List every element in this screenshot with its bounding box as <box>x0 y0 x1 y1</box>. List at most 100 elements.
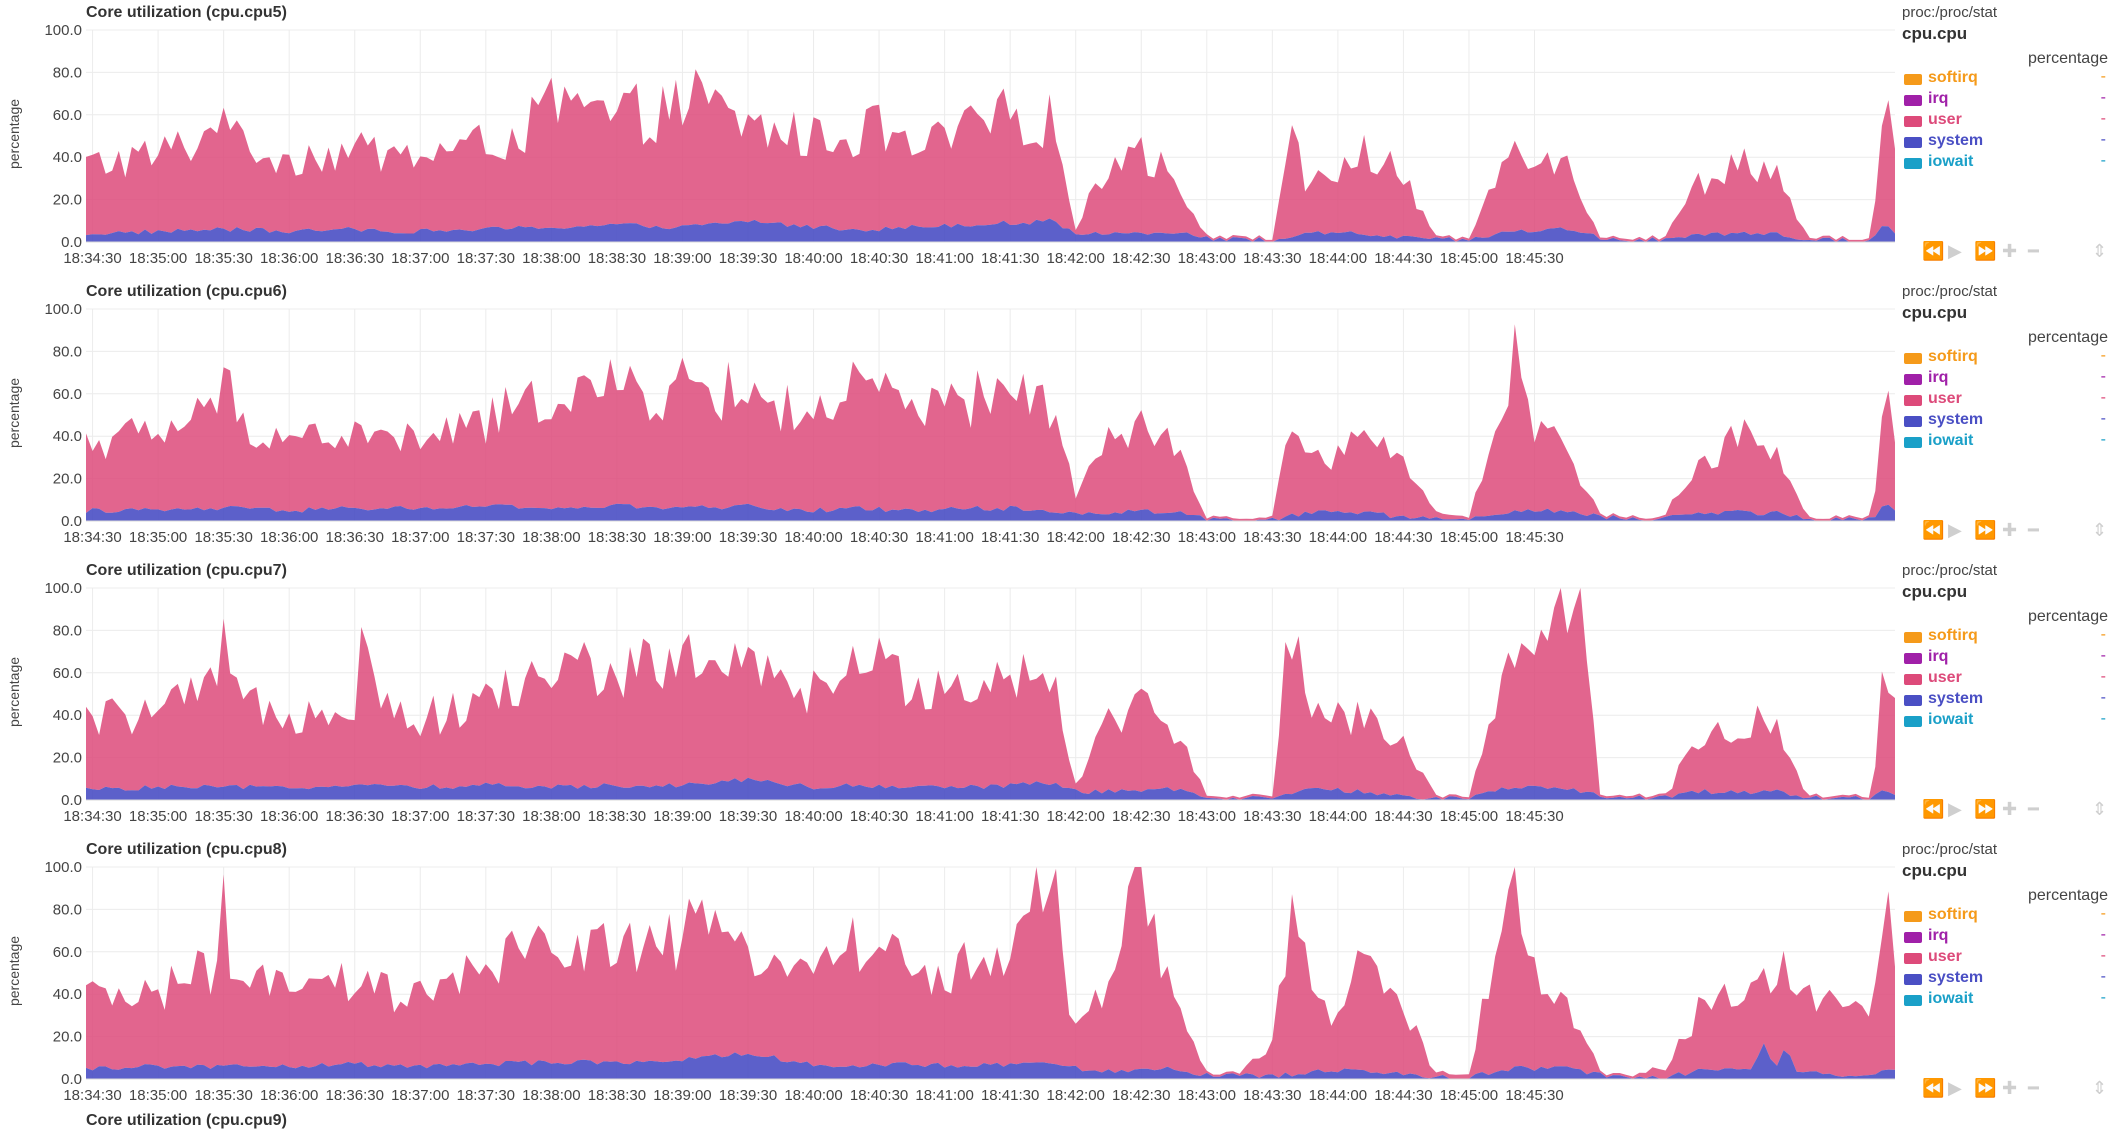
resize-icon[interactable]: ⇕ <box>2092 1078 2108 1098</box>
legend-item-iowait[interactable]: iowait - <box>1902 431 2112 452</box>
rewind-icon[interactable]: ⏪ <box>1922 799 1945 819</box>
y-tick-label: 100.0 <box>44 859 82 876</box>
legend-value: - <box>2100 68 2106 85</box>
forward-icon[interactable]: ⏩ <box>1974 799 1997 819</box>
y-tick-label: 40.0 <box>53 986 82 1003</box>
play-icon[interactable]: ▶ <box>1948 241 1962 261</box>
x-tick-label: 18:40:00 <box>784 529 842 546</box>
legend-item-system[interactable]: system - <box>1902 689 2112 710</box>
legend-value: - <box>2100 947 2106 964</box>
resize-icon[interactable]: ⇕ <box>2092 799 2108 819</box>
chart-svg[interactable]: 0.0 20.0 40.0 60.0 80.0 100.0 18:34:30 18:35:00… <box>0 837 2118 1116</box>
legend-item-softirq[interactable]: softirq - <box>1902 905 2112 926</box>
legend-label: softirq <box>1928 627 1978 644</box>
legend-family: cpu.cpu <box>1902 582 1968 601</box>
x-tick-label: 18:37:30 <box>457 529 515 546</box>
legend-swatch <box>1904 716 1922 727</box>
legend-item-iowait[interactable]: iowait - <box>1902 152 2112 173</box>
zoom-in-icon[interactable]: ✚ <box>2002 520 2018 540</box>
x-tick-label: 18:45:30 <box>1505 250 1563 267</box>
play-icon[interactable]: ▶ <box>1948 799 1962 819</box>
legend-item-user[interactable]: user - <box>1902 389 2112 410</box>
chart-svg[interactable]: 0.0 20.0 40.0 60.0 80.0 100.0 18:34:30 18:35:00… <box>0 0 2118 279</box>
x-tick-label: 18:40:30 <box>850 529 908 546</box>
legend-item-system[interactable]: system - <box>1902 968 2112 989</box>
resize-icon[interactable]: ⇕ <box>2092 520 2108 540</box>
zoom-out-icon[interactable]: ━ <box>2028 799 2039 819</box>
play-icon[interactable]: ▶ <box>1948 1078 1962 1098</box>
resize-icon[interactable]: ⇕ <box>2092 241 2108 261</box>
zoom-out-icon[interactable]: ━ <box>2028 1078 2039 1098</box>
legend-value: - <box>2100 647 2106 664</box>
legend-item-softirq[interactable]: softirq - <box>1902 347 2112 368</box>
legend-swatch <box>1904 353 1922 364</box>
x-tick-label: 18:43:30 <box>1243 529 1301 546</box>
x-tick-label: 18:40:00 <box>784 1087 842 1104</box>
x-tick-label: 18:44:30 <box>1374 529 1432 546</box>
legend-item-irq[interactable]: irq - <box>1902 926 2112 947</box>
x-tick-label: 18:35:30 <box>194 250 252 267</box>
x-tick-label: 18:38:00 <box>522 808 580 825</box>
series-system-area <box>86 218 1895 242</box>
chart-title: Core utilization (cpu.cpu8) <box>86 841 287 858</box>
legend-label: system <box>1928 690 1984 707</box>
x-tick-label: 18:43:00 <box>1178 250 1236 267</box>
legend-value: - <box>2100 626 2106 643</box>
x-tick-label: 18:37:30 <box>457 250 515 267</box>
x-tick-label: 18:34:30 <box>63 1087 121 1104</box>
chart-svg[interactable]: 0.0 20.0 40.0 60.0 80.0 100.0 18:34:30 18:35:00… <box>0 558 2118 837</box>
x-tick-label: 18:43:30 <box>1243 1087 1301 1104</box>
play-icon[interactable]: ▶ <box>1948 520 1962 540</box>
legend-swatch <box>1904 137 1922 148</box>
legend-label: system <box>1928 411 1984 428</box>
legend-context: proc:/proc/stat <box>1902 283 1998 300</box>
legend-value: - <box>2100 926 2106 943</box>
chart-legend: proc:/proc/stat cpu.cpu percentage softirq -… <box>1902 841 2112 1010</box>
y-tick-label: 100.0 <box>44 301 82 318</box>
y-tick-label: 40.0 <box>53 428 82 445</box>
forward-icon[interactable]: ⏩ <box>1974 241 1997 261</box>
legend-label: irq <box>1928 927 1949 944</box>
legend-item-iowait[interactable]: iowait - <box>1902 989 2112 1010</box>
legend-value: - <box>2100 110 2106 127</box>
x-tick-label: 18:41:30 <box>981 250 1039 267</box>
chart-panel: Core utilization (cpu.cpu6) percentage 0.0… <box>0 279 2118 558</box>
legend-item-system[interactable]: system - <box>1902 131 2112 152</box>
x-tick-label: 18:37:30 <box>457 1087 515 1104</box>
chart-svg[interactable]: 0.0 20.0 40.0 60.0 80.0 100.0 18:34:30 18:35:00… <box>0 279 2118 558</box>
x-tick-label: 18:39:00 <box>653 808 711 825</box>
y-tick-label: 0.0 <box>61 513 82 530</box>
legend-swatch <box>1904 95 1922 106</box>
legend-item-user[interactable]: user - <box>1902 110 2112 131</box>
x-tick-label: 18:39:30 <box>719 250 777 267</box>
legend-item-user[interactable]: user - <box>1902 668 2112 689</box>
legend-value: - <box>2100 131 2106 148</box>
legend-item-irq[interactable]: irq - <box>1902 368 2112 389</box>
rewind-icon[interactable]: ⏪ <box>1922 520 1945 540</box>
x-tick-label: 18:38:30 <box>588 250 646 267</box>
legend-item-irq[interactable]: irq - <box>1902 89 2112 110</box>
zoom-in-icon[interactable]: ✚ <box>2002 799 2018 819</box>
legend-swatch <box>1904 416 1922 427</box>
legend-value: - <box>2100 389 2106 406</box>
rewind-icon[interactable]: ⏪ <box>1922 241 1945 261</box>
legend-swatch <box>1904 632 1922 643</box>
legend-item-irq[interactable]: irq - <box>1902 647 2112 668</box>
zoom-out-icon[interactable]: ━ <box>2028 241 2039 261</box>
forward-icon[interactable]: ⏩ <box>1974 520 1997 540</box>
rewind-icon[interactable]: ⏪ <box>1922 1078 1945 1098</box>
x-tick-label: 18:41:30 <box>981 808 1039 825</box>
x-tick-label: 18:41:30 <box>981 1087 1039 1104</box>
legend-item-softirq[interactable]: softirq - <box>1902 626 2112 647</box>
x-tick-label: 18:42:00 <box>1047 250 1105 267</box>
forward-icon[interactable]: ⏩ <box>1974 1078 1997 1098</box>
legend-item-system[interactable]: system - <box>1902 410 2112 431</box>
y-tick-label: 60.0 <box>53 107 82 124</box>
zoom-out-icon[interactable]: ━ <box>2028 520 2039 540</box>
zoom-in-icon[interactable]: ✚ <box>2002 241 2018 261</box>
y-tick-label: 20.0 <box>53 192 82 209</box>
zoom-in-icon[interactable]: ✚ <box>2002 1078 2018 1098</box>
legend-item-iowait[interactable]: iowait - <box>1902 710 2112 731</box>
legend-item-softirq[interactable]: softirq - <box>1902 68 2112 89</box>
legend-item-user[interactable]: user - <box>1902 947 2112 968</box>
